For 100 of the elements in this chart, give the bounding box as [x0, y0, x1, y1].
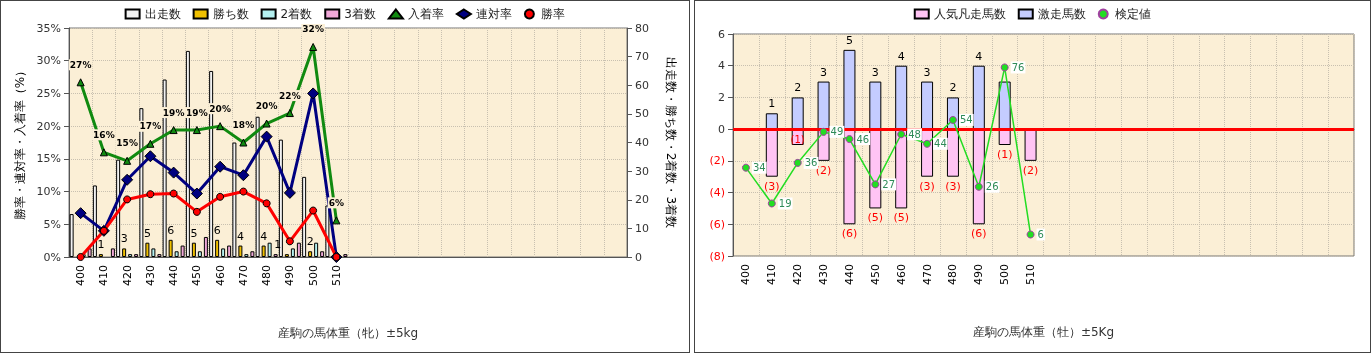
x-tick-label: 410 [765, 264, 779, 285]
x-tick-label: 510 [1024, 264, 1038, 285]
x-tick-label: 450 [190, 265, 204, 286]
data-label: 26 [985, 181, 999, 193]
data-label: 20% [255, 101, 278, 112]
data-label: 15% [116, 138, 138, 149]
x-tick-label: 500 [998, 264, 1012, 285]
x-tick-label: 430 [143, 265, 157, 286]
y2-tick-label: 70 [635, 50, 649, 64]
y2-tick-label: 80 [635, 21, 649, 35]
data-label: 48 [908, 128, 921, 140]
x-tick-label: 440 [167, 265, 181, 286]
data-label: (2) [1022, 163, 1039, 177]
data-label: 4 [975, 49, 983, 63]
x-tick-label: 490 [972, 264, 986, 285]
x-tick-label: 410 [97, 265, 111, 286]
y-tick-label: 4 [718, 59, 725, 73]
legend-label: 激走馬数 [1037, 7, 1086, 21]
y-tick-label: 20% [36, 119, 61, 133]
y-tick-label: 30% [36, 54, 61, 68]
x-tick-label: 480 [946, 264, 960, 285]
y-axis-title: 勝率・連対率・入着率（%） [12, 64, 27, 221]
y-tick-label: 6 [718, 27, 725, 41]
x-tick-label: 430 [817, 264, 831, 285]
legend-label: 入着率 [407, 7, 444, 21]
data-label: 17% [139, 121, 162, 132]
y-tick-label: 5% [43, 217, 61, 231]
legend-label: 2着数 [280, 7, 313, 21]
data-label: 19 [778, 197, 792, 209]
data-label: 18% [232, 120, 255, 130]
data-label: 34 [752, 162, 766, 174]
x-tick-label: 510 [329, 265, 343, 286]
x-tick-label: 480 [260, 265, 274, 286]
legend-label: 連対率 [475, 7, 512, 21]
data-label: 6% [328, 197, 345, 208]
data-label: 1 [768, 97, 776, 111]
x-tick-label: 440 [842, 264, 856, 285]
y-tick-label: 10% [36, 185, 61, 199]
data-label: (6) [841, 227, 858, 241]
data-label: 76 [1011, 61, 1025, 73]
data-label: 3 [820, 65, 828, 79]
y-tick-label: (2) [709, 154, 725, 168]
data-label: 36 [804, 157, 818, 169]
x-tick-label: 490 [283, 265, 297, 286]
data-label: 16% [93, 129, 115, 140]
data-label: 20% [209, 103, 231, 114]
data-label: 19% [186, 107, 208, 118]
x-tick-label: 400 [74, 265, 88, 286]
x-tick-label: 450 [868, 264, 882, 285]
y2-tick-label: 40 [635, 136, 649, 149]
data-label: 19% [162, 107, 185, 118]
x-axis-title: 産駒の馬体重（牡）±5Kg [972, 325, 1115, 339]
data-label: 2 [949, 81, 957, 95]
data-label: 44 [934, 138, 947, 150]
data-label: 4 [236, 229, 244, 243]
y2-tick-label: 10 [635, 221, 649, 235]
data-label: 1 [97, 238, 105, 252]
y-tick-label: (4) [709, 186, 725, 200]
data-label: 6 [167, 223, 175, 237]
y-tick-label: 25% [36, 86, 61, 100]
data-label: 2 [306, 235, 314, 249]
data-label: 54 [959, 114, 973, 126]
legend-label: 勝率 [541, 7, 566, 21]
y-tick-label: (8) [709, 249, 725, 263]
legend-label: 人気凡走馬数 [933, 7, 1006, 21]
data-label: 5 [845, 33, 853, 47]
data-label: 27% [69, 59, 92, 70]
data-label: 4 [897, 49, 905, 63]
data-label: 5 [190, 226, 198, 240]
x-tick-label: 400 [739, 264, 753, 285]
data-label: (3) [764, 179, 780, 193]
data-label: 22% [279, 90, 301, 101]
y-tick-label: (6) [709, 217, 725, 231]
y2-tick-label: 20 [635, 193, 649, 207]
data-label: (3) [945, 179, 961, 193]
y2-axis-title: 出走数・勝ち数・2着数・3着数 [664, 56, 678, 229]
y-tick-label: 0% [43, 250, 61, 264]
data-label: 46 [856, 133, 870, 145]
y-tick-label: 2 [718, 90, 725, 104]
data-label: 49 [830, 126, 844, 138]
y-tick-label: 15% [36, 152, 61, 166]
data-label: 6 [213, 223, 221, 237]
data-label: (3) [919, 179, 935, 193]
x-tick-label: 460 [894, 264, 908, 285]
data-label: (5) [867, 211, 884, 225]
data-label: 3 [871, 65, 879, 79]
x-tick-label: 420 [791, 264, 805, 285]
data-label: 27 [882, 178, 896, 190]
x-tick-label: 470 [920, 264, 934, 285]
y-tick-label: 0 [718, 122, 725, 136]
y2-tick-label: 30 [635, 164, 649, 178]
data-label: 3 [923, 65, 931, 79]
data-label: 5 [143, 226, 151, 240]
x-tick-label: 420 [120, 265, 134, 286]
y2-tick-label: 0 [635, 250, 642, 264]
x-tick-label: 470 [236, 265, 250, 286]
y2-tick-label: 60 [635, 78, 649, 92]
data-label: (1) [996, 148, 1013, 161]
data-label: 2 [794, 81, 802, 95]
data-label: 32% [302, 24, 324, 35]
